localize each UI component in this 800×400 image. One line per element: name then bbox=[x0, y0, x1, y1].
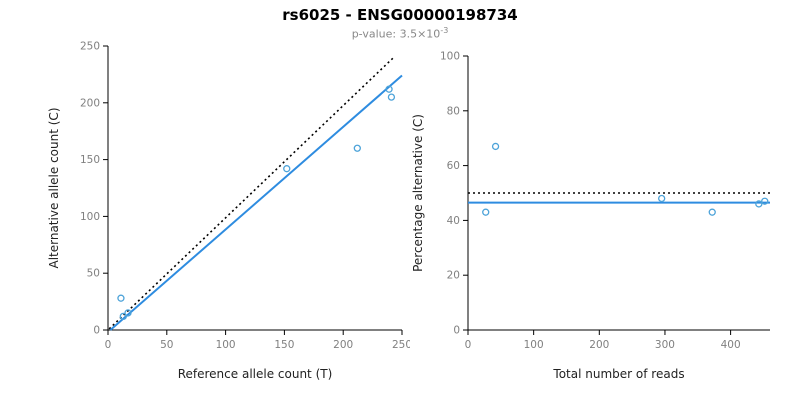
y-tick-label: 80 bbox=[447, 105, 460, 117]
y-tick-label: 250 bbox=[80, 41, 100, 53]
x-axis-title: Reference allele count (T) bbox=[178, 367, 333, 381]
y-tick-label: 20 bbox=[447, 270, 460, 282]
y-tick-label: 100 bbox=[80, 211, 100, 223]
data-point bbox=[755, 200, 763, 208]
y-tick-label: 50 bbox=[87, 268, 100, 280]
data-point bbox=[658, 194, 666, 203]
figure-title: rs6025 - ENSG00000198734 bbox=[282, 6, 518, 24]
data-point bbox=[385, 85, 393, 93]
regression-fit-line bbox=[109, 74, 403, 331]
y-tick-label: 100 bbox=[440, 51, 460, 63]
data-point bbox=[761, 197, 769, 205]
figure-subtitle: p-value: 3.5×10-3 bbox=[0, 26, 800, 41]
x-tick-label: 100 bbox=[524, 339, 544, 351]
right-scatter-plot: 0 100 200 300 400 0 20 40 60 80 100 Total number of… bbox=[411, 51, 770, 381]
x-tick-label: 200 bbox=[589, 339, 609, 351]
x-tick-label: 50 bbox=[160, 339, 173, 351]
data-point bbox=[482, 208, 490, 216]
y-tick-label: 200 bbox=[80, 97, 100, 109]
x-tick-label: 100 bbox=[216, 339, 236, 351]
data-point bbox=[491, 142, 500, 151]
pvalue-exponent: -3 bbox=[440, 26, 449, 35]
y-tick-label: 0 bbox=[453, 325, 460, 337]
y-axis-title: Percentage alternative (C) bbox=[411, 114, 425, 272]
y-tick-label: 60 bbox=[447, 160, 460, 172]
x-tick-label: 0 bbox=[465, 339, 472, 351]
y-tick-label: 150 bbox=[80, 154, 100, 166]
data-point bbox=[387, 93, 396, 101]
x-tick-label: 200 bbox=[333, 339, 353, 351]
pvalue-text: p-value: 3.5×10 bbox=[351, 27, 441, 41]
y-tick-label: 0 bbox=[93, 325, 100, 337]
left-scatter-plot: 0 50 100 150 200 250 0 50 100 150 200 250 Reference … bbox=[47, 41, 410, 382]
x-tick-label: 300 bbox=[655, 339, 675, 351]
x-tick-label: 400 bbox=[721, 339, 741, 351]
data-point bbox=[124, 309, 132, 317]
data-point bbox=[117, 294, 125, 302]
identity-dotted-line bbox=[108, 55, 396, 330]
y-tick-label: 40 bbox=[447, 215, 460, 227]
x-axis-title: Total number of reads bbox=[552, 367, 684, 381]
data-point bbox=[708, 208, 716, 216]
data-point bbox=[353, 144, 361, 152]
x-tick-label: 150 bbox=[274, 339, 294, 351]
y-axis-title: Alternative allele count (C) bbox=[47, 108, 61, 269]
x-tick-label: 0 bbox=[105, 339, 112, 351]
data-point bbox=[119, 312, 127, 321]
data-point bbox=[283, 165, 291, 173]
x-tick-label: 250 bbox=[392, 339, 410, 351]
